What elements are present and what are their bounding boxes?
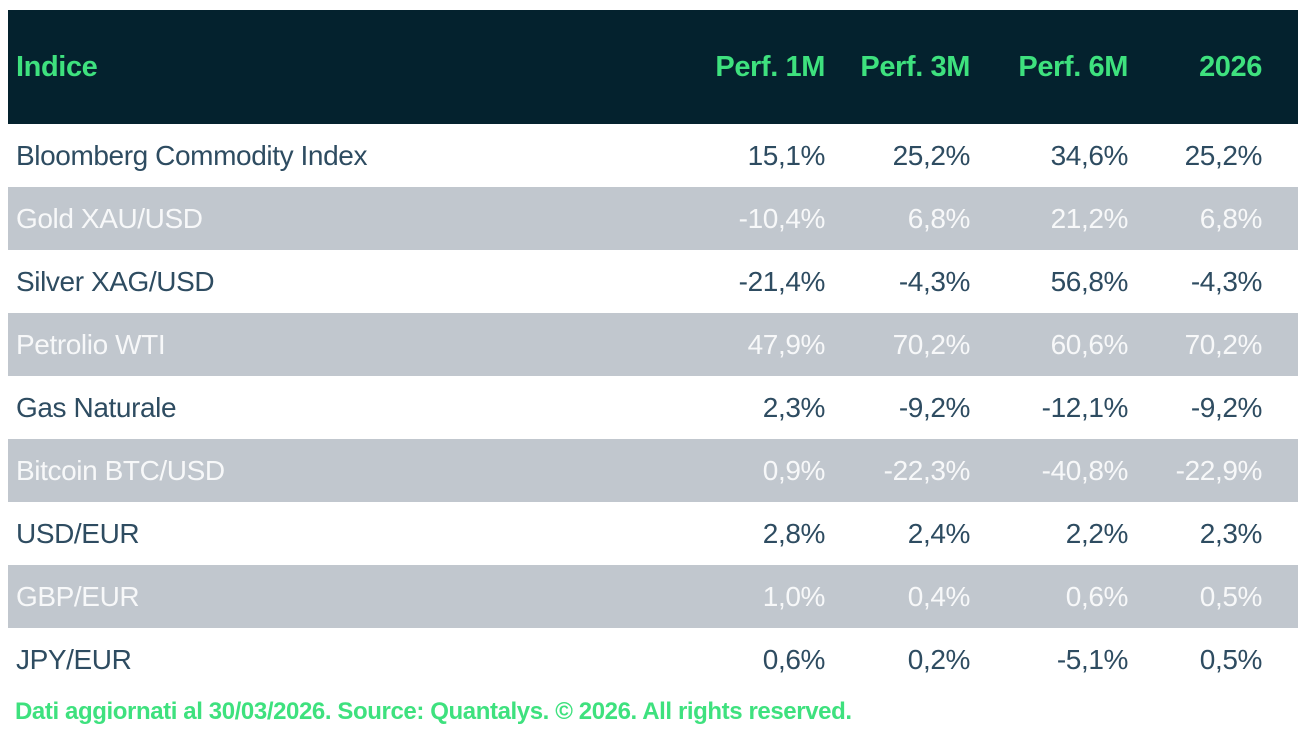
row-value: 15,1%	[747, 139, 826, 171]
table-body: Bloomberg Commodity Index 15,1% 25,2% 34,6%…	[8, 124, 1298, 691]
row-value: 34,6%	[1050, 139, 1129, 171]
row-value: -21,4%	[738, 265, 826, 297]
row-value: -22,3%	[883, 454, 971, 486]
row-label: USD/EUR	[16, 517, 140, 549]
row-value: 0,6%	[1065, 580, 1129, 612]
table-row: Bitcoin BTC/USD 0,9% -22,3% -40,8% -22,9%	[8, 439, 1298, 502]
row-label: JPY/EUR	[16, 643, 132, 675]
table-row: GBP/EUR 1,0% 0,4% 0,6% 0,5%	[8, 565, 1298, 628]
row-value: -40,8%	[1041, 454, 1129, 486]
row-value: 56,8%	[1050, 265, 1129, 297]
row-value: 25,2%	[1184, 139, 1263, 171]
row-value: 6,8%	[1199, 202, 1263, 234]
table-row: Silver XAG/USD -21,4% -4,3% 56,8% -4,3%	[8, 250, 1298, 313]
row-label: Silver XAG/USD	[16, 265, 215, 297]
row-value: -9,2%	[1190, 391, 1263, 423]
column-header-perf-3m: Perf. 3M	[825, 10, 970, 124]
row-value: -12,1%	[1041, 391, 1129, 423]
row-value: -5,1%	[1056, 643, 1129, 675]
table-row: Gold XAU/USD -10,4% 6,8% 21,2% 6,8%	[8, 187, 1298, 250]
row-label: Bitcoin BTC/USD	[16, 454, 225, 486]
row-value: -4,3%	[1190, 265, 1263, 297]
row-value: 70,2%	[1184, 328, 1263, 360]
row-label: GBP/EUR	[16, 580, 140, 612]
row-value: 2,8%	[762, 517, 826, 549]
footer-note: Dati aggiornati al 30/03/2026. Source: Q…	[15, 698, 852, 725]
row-label: Gas Naturale	[16, 391, 177, 423]
column-header-2026: 2026	[1128, 10, 1298, 124]
row-value: -9,2%	[898, 391, 971, 423]
row-value: 0,5%	[1199, 580, 1263, 612]
column-header-perf-1m: Perf. 1M	[675, 10, 825, 124]
row-value: 47,9%	[747, 328, 826, 360]
table-row: Petrolio WTI 47,9% 70,2% 60,6% 70,2%	[8, 313, 1298, 376]
row-label: Bloomberg Commodity Index	[16, 139, 368, 171]
row-value: 2,4%	[907, 517, 971, 549]
row-value: 1,0%	[762, 580, 826, 612]
row-value: 70,2%	[892, 328, 971, 360]
table-row: Bloomberg Commodity Index 15,1% 25,2% 34,6%…	[8, 124, 1298, 187]
header-row: Indice Perf. 1M Perf. 3M Perf. 6M 2026	[8, 10, 1298, 124]
row-value: 0,9%	[762, 454, 826, 486]
row-value: 0,4%	[907, 580, 971, 612]
table-row: Gas Naturale 2,3% -9,2% -12,1% -9,2%	[8, 376, 1298, 439]
row-value: 21,2%	[1050, 202, 1129, 234]
row-value: -22,9%	[1175, 454, 1263, 486]
row-value: -10,4%	[738, 202, 826, 234]
row-value: 2,3%	[1199, 517, 1263, 549]
row-value: 60,6%	[1050, 328, 1129, 360]
row-value: 0,5%	[1199, 643, 1263, 675]
row-label: Gold XAU/USD	[16, 202, 203, 234]
performance-table: Indice Perf. 1M Perf. 3M Perf. 6M 2026 B…	[8, 10, 1298, 691]
table-header: Indice Perf. 1M Perf. 3M Perf. 6M 2026	[8, 10, 1298, 124]
table-row: USD/EUR 2,8% 2,4% 2,2% 2,3%	[8, 502, 1298, 565]
row-value: 25,2%	[892, 139, 971, 171]
column-header-indice: Indice	[8, 10, 675, 124]
row-value: -4,3%	[898, 265, 971, 297]
row-value: 6,8%	[907, 202, 971, 234]
table-row: JPY/EUR 0,6% 0,2% -5,1% 0,5%	[8, 628, 1298, 691]
row-value: 2,2%	[1065, 517, 1129, 549]
row-value: 0,6%	[762, 643, 826, 675]
performance-table-container: Indice Perf. 1M Perf. 3M Perf. 6M 2026 B…	[8, 10, 1298, 691]
row-value: 2,3%	[762, 391, 826, 423]
column-header-perf-6m: Perf. 6M	[970, 10, 1128, 124]
row-label: Petrolio WTI	[16, 328, 166, 360]
row-value: 0,2%	[907, 643, 971, 675]
